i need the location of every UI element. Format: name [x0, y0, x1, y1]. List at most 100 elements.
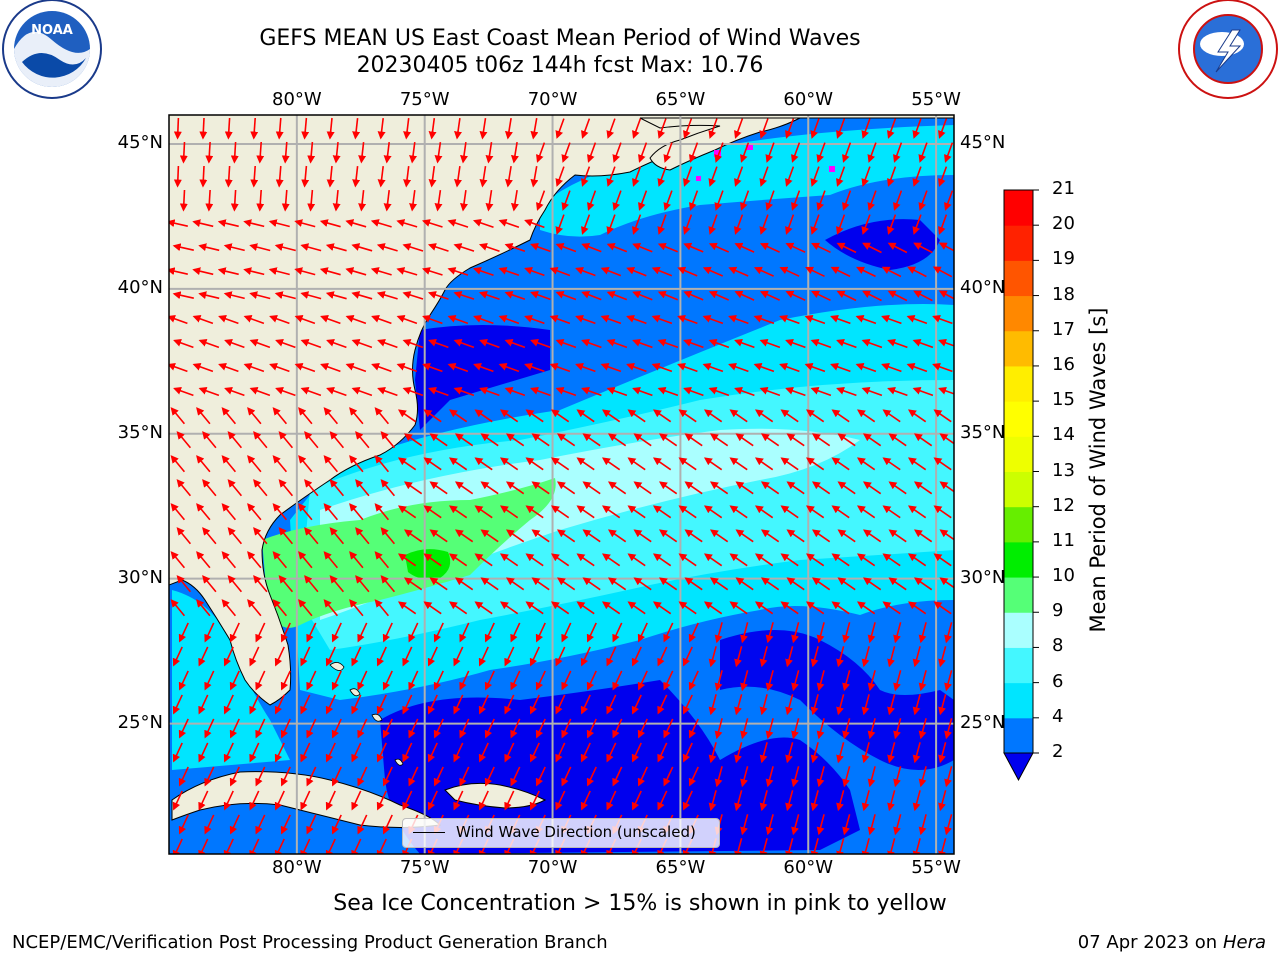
wind-wave-arrow: [907, 409, 927, 423]
wind-wave-arrow: [376, 291, 398, 300]
wind-wave-arrow: [204, 670, 215, 691]
wind-wave-arrow: [453, 291, 475, 300]
wind-wave-arrow: [913, 290, 933, 302]
wind-wave-arrow: [304, 479, 319, 497]
wind-wave-arrow: [229, 766, 240, 787]
wind-wave-arrow: [933, 601, 952, 615]
wind-wave-arrow: [351, 243, 373, 252]
wind-wave-arrow: [256, 141, 265, 164]
wind-wave-arrow: [345, 315, 367, 325]
legend-label: Wind Wave Direction (unscaled): [456, 823, 696, 841]
colorbar-bin: [1004, 577, 1033, 613]
wind-wave-arrow: [918, 718, 927, 740]
wind-wave-arrow: [575, 363, 596, 373]
wind-wave-arrow: [810, 387, 832, 397]
wind-wave-arrow: [791, 766, 800, 788]
wind-wave-arrow: [474, 457, 493, 471]
wind-wave-arrow: [198, 646, 209, 667]
wind-wave-arrow: [275, 387, 296, 397]
wind-wave-arrow: [355, 527, 370, 545]
wind-wave-arrow: [607, 577, 627, 591]
wind-wave-arrow: [374, 455, 390, 473]
wind-wave-arrow: [708, 166, 718, 187]
wind-wave-arrow: [867, 142, 877, 163]
wind-wave-arrow: [429, 433, 448, 447]
wind-wave-arrow: [627, 601, 646, 615]
wind-wave-arrow: [253, 575, 268, 593]
wind-wave-arrow: [658, 577, 678, 591]
wind-wave-arrow: [638, 190, 648, 211]
wind-wave-arrow: [555, 694, 566, 715]
wind-wave-arrow: [536, 142, 546, 163]
wind-wave-arrow: [377, 118, 386, 140]
wind-wave-arrow: [663, 718, 674, 739]
wind-wave-arrow: [657, 118, 667, 139]
region-8-9s: [320, 428, 860, 620]
wind-wave-arrow: [198, 387, 220, 397]
wind-wave-arrow: [243, 219, 265, 228]
wind-wave-arrow: [484, 718, 495, 739]
wind-wave-arrow: [607, 433, 627, 447]
wind-wave-arrow: [447, 363, 469, 373]
wind-wave-arrow: [402, 387, 424, 397]
wind-wave-arrow: [836, 838, 845, 854]
wind-wave-arrow: [268, 219, 290, 228]
wind-wave-arrow: [478, 742, 489, 763]
wind-wave-arrow: [703, 505, 723, 519]
wind-wave-arrow: [408, 718, 419, 739]
wind-wave-arrow: [402, 339, 424, 349]
wind-wave-arrow: [576, 505, 595, 519]
wind-wave-arrow: [811, 242, 831, 254]
wind-wave-arrow: [663, 190, 673, 211]
wind-wave-arrow: [535, 622, 546, 643]
wind-wave-arrow: [227, 575, 243, 593]
wind-wave-arrow: [170, 455, 186, 473]
wind-wave-arrow: [657, 339, 679, 349]
wind-wave-arrow: [355, 479, 370, 497]
wind-wave-arrow: [300, 790, 311, 811]
wind-wave-arrow: [325, 742, 336, 763]
wind-wave-arrow: [906, 315, 928, 325]
wind-wave-arrow: [202, 479, 217, 497]
sea-ice-speck: [696, 176, 701, 181]
wind-wave-arrow: [298, 407, 313, 425]
wind-wave-arrow: [351, 387, 373, 397]
wind-wave-arrow: [601, 601, 621, 615]
wind-wave-arrow: [887, 242, 908, 254]
wind-wave-arrow: [223, 243, 245, 252]
wind-wave-arrow: [371, 315, 392, 325]
wind-wave-arrow: [805, 409, 825, 423]
wind-wave-arrow: [581, 387, 602, 397]
wind-wave-arrow: [657, 646, 668, 667]
wind-wave-arrow: [352, 118, 361, 140]
wind-wave-arrow: [448, 409, 468, 423]
wind-wave-arrow: [581, 118, 591, 139]
wind-wave-arrow: [576, 553, 595, 567]
wind-wave-arrow: [306, 718, 317, 739]
wind-wave-arrow: [374, 407, 390, 425]
wind-wave-arrow: [205, 141, 214, 164]
wind-wave-arrow: [740, 142, 750, 163]
wind-wave-arrow: [708, 118, 718, 139]
wind-wave-arrow: [683, 290, 704, 301]
wind-wave-arrow: [740, 814, 749, 836]
colorbar-tick-label: 8: [1052, 635, 1064, 657]
wind-wave-arrow: [785, 290, 806, 301]
wind-wave-arrow: [651, 315, 673, 325]
sea-ice-speck: [829, 166, 835, 172]
wind-wave-arrow: [380, 479, 396, 497]
colorbar-tick-label: 20: [1052, 213, 1075, 235]
wind-wave-arrow: [709, 577, 729, 591]
wind-wave-arrow: [708, 742, 717, 764]
footer-host: Hera: [1222, 932, 1266, 953]
wind-wave-arrow: [249, 838, 260, 854]
colorbar-bin: [1004, 330, 1033, 367]
wind-wave-arrow: [855, 363, 877, 373]
wind-wave-arrow: [351, 339, 373, 349]
wind-wave-arrow: [600, 266, 622, 277]
wind-wave-arrow: [204, 622, 215, 643]
wind-wave-arrow: [453, 790, 464, 811]
wind-wave-arrow: [300, 646, 311, 667]
wind-wave-arrow: [587, 190, 597, 211]
wind-wave-arrow: [555, 646, 566, 667]
